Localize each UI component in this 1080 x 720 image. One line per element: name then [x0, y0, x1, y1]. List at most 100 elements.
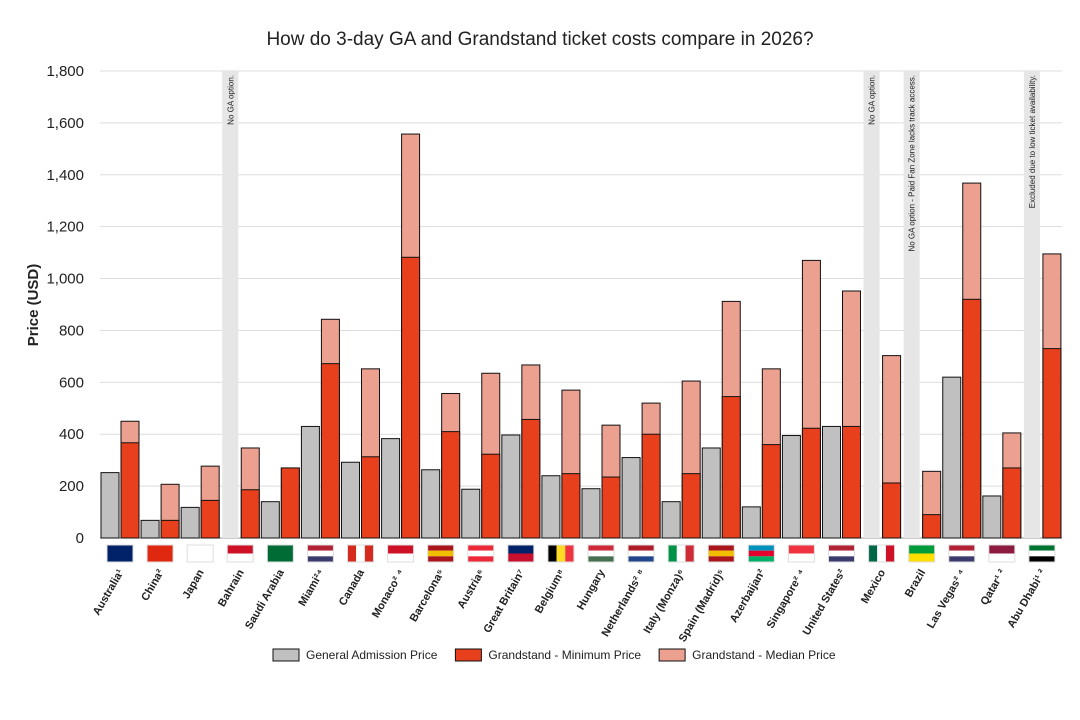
x-tick-label: Las Vegas² ⁴ — [925, 568, 968, 631]
legend-label: General Admission Price — [306, 648, 438, 662]
bar — [260, 501, 280, 539]
flag-border — [507, 544, 535, 563]
note-text: Excluded due to low ticket availability. — [1028, 75, 1037, 208]
bar — [541, 475, 561, 539]
flag-border — [908, 544, 936, 563]
note-band — [1023, 71, 1040, 538]
flag-border — [467, 544, 495, 563]
bar — [822, 425, 841, 539]
flag — [187, 553, 214, 562]
note-text: No GA option - Paid Fan Zone lacks track… — [908, 75, 917, 252]
flag — [467, 550, 494, 557]
flag — [547, 545, 557, 562]
bar — [501, 434, 521, 539]
bar — [922, 514, 942, 539]
x-tick-label: Belgium⁸ — [533, 568, 568, 616]
bar — [561, 473, 581, 539]
bar — [140, 519, 160, 539]
flag — [427, 545, 454, 551]
flag — [227, 545, 254, 554]
x-tick-label: Miami²⁴ — [296, 568, 327, 609]
flag-border — [667, 544, 695, 563]
flag-border — [427, 544, 455, 563]
bar — [120, 442, 140, 539]
flag — [467, 545, 494, 551]
legend-label: Grandstand - Minimum Price — [488, 648, 641, 662]
flag-border — [587, 544, 615, 563]
flag — [948, 550, 975, 557]
bar — [160, 519, 180, 539]
flag — [588, 550, 614, 557]
bar — [661, 501, 681, 539]
legend-swatch — [454, 648, 482, 662]
bar — [200, 499, 220, 539]
flag-border — [146, 544, 174, 563]
bar — [1002, 467, 1022, 539]
flag — [556, 545, 566, 562]
flag — [676, 545, 686, 562]
flag — [588, 545, 614, 551]
x-tick-label: Mexico — [859, 567, 888, 606]
note-band — [222, 71, 239, 538]
flag — [1028, 545, 1055, 551]
note-band — [903, 71, 920, 538]
bar — [341, 461, 360, 539]
flag-border — [1028, 544, 1056, 563]
note-text: No GA option. — [226, 75, 235, 125]
flag-border — [828, 544, 855, 563]
flag — [988, 553, 1015, 562]
flag-border — [547, 544, 575, 563]
flag — [877, 545, 886, 562]
bar — [781, 435, 801, 539]
bar — [741, 506, 761, 539]
bar — [300, 425, 320, 539]
flag — [748, 550, 775, 557]
flag-border — [787, 544, 815, 563]
bar — [100, 472, 120, 539]
flag — [1028, 556, 1055, 562]
flag — [748, 545, 775, 551]
flag — [628, 550, 655, 557]
flag — [708, 550, 735, 557]
flag — [828, 545, 855, 551]
bar — [280, 467, 300, 539]
flag — [307, 556, 334, 562]
flag — [427, 556, 454, 562]
x-tick-label: China² — [139, 567, 167, 603]
x-tick-label: Netherlands² ⁸ — [600, 568, 648, 639]
x-tick-label: Abu Dhabi¹ ² — [1005, 567, 1048, 630]
x-tick-label: Australia¹ — [91, 567, 127, 617]
y-tick-label: 1,000 — [46, 271, 84, 288]
flag — [187, 545, 214, 554]
bar — [621, 457, 641, 539]
flag — [227, 553, 254, 562]
x-tick-label: Saudi Arabia — [243, 567, 287, 632]
x-tick-label: Azerbaijan² — [728, 567, 768, 625]
bar — [721, 396, 741, 539]
y-tick-label: 400 — [59, 426, 84, 443]
flag — [267, 545, 294, 562]
bar — [842, 425, 861, 539]
flag — [828, 550, 855, 557]
flag — [364, 545, 374, 562]
y-tick-label: 1,200 — [46, 219, 84, 236]
bar — [882, 482, 902, 539]
bar — [701, 447, 721, 539]
bar — [982, 495, 1002, 539]
x-tick-label: Canada — [337, 567, 368, 608]
flag — [427, 550, 454, 557]
note-band — [863, 71, 880, 538]
flag — [685, 545, 695, 562]
flag — [828, 556, 855, 562]
flag — [147, 545, 174, 562]
flag — [107, 545, 133, 554]
flag-border — [306, 544, 334, 563]
y-tick-label: 1,600 — [46, 115, 84, 132]
flag-border — [266, 544, 294, 563]
flag — [908, 553, 935, 562]
flag — [628, 556, 655, 562]
flag — [356, 545, 365, 562]
y-tick-label: 1,400 — [46, 167, 84, 184]
flag-border — [347, 544, 374, 563]
